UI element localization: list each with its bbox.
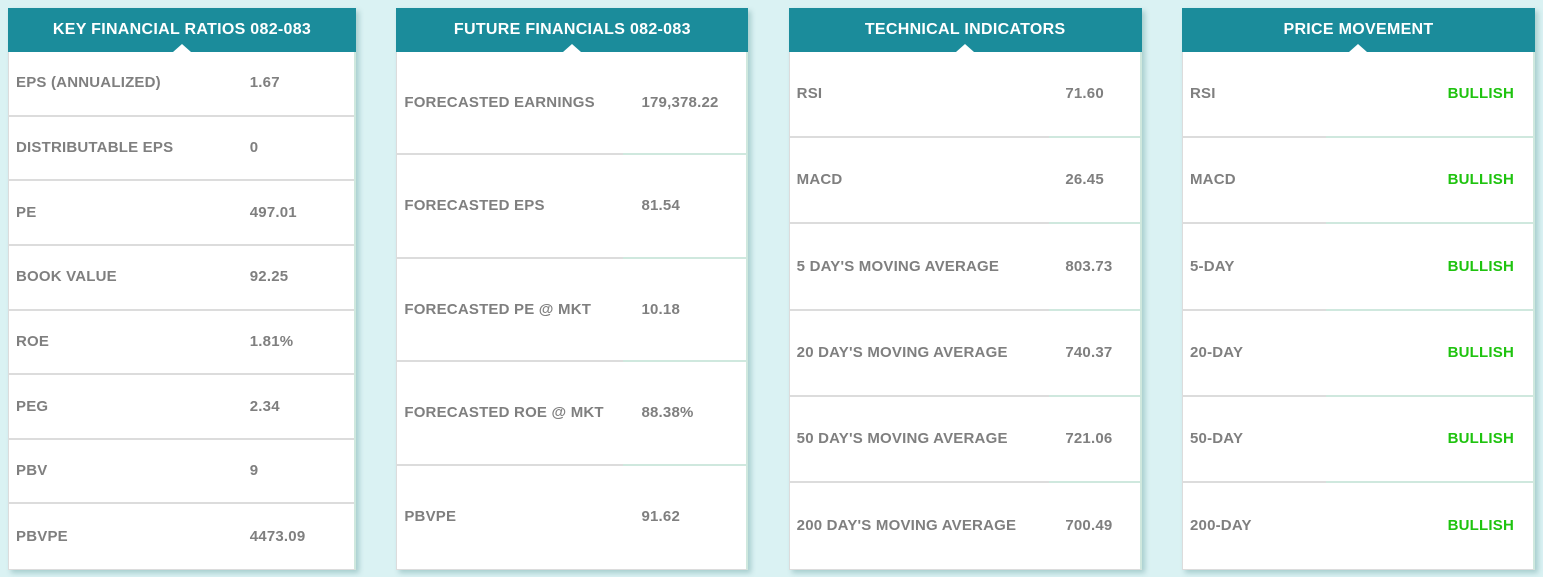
row-value: 0 bbox=[248, 117, 354, 182]
row-label: 50 DAY'S MOVING AVERAGE bbox=[789, 397, 1050, 483]
panel-body: FORECASTED EARNINGS 179,378.22 FORECASTED … bbox=[396, 52, 749, 570]
table-row: PBVPE 91.62 bbox=[397, 466, 746, 569]
row-label: EPS (ANNUALIZED) bbox=[9, 52, 249, 117]
panel-future-financials: FUTURE FINANCIALS 082-083 FORECASTED EAR… bbox=[396, 8, 749, 570]
table-row: 20-DAY BULLISH bbox=[1182, 311, 1533, 397]
panel-technical-indicators: TECHNICAL INDICATORS RSI 71.60 MACD 26.45 5 … bbox=[788, 8, 1142, 570]
panel-key-financial-ratios: KEY FINANCIAL RATIOS 082-083 EPS (ANNUAL… bbox=[8, 8, 356, 570]
table-row: 20 DAY'S MOVING AVERAGE 740.37 bbox=[789, 311, 1140, 397]
table-row: 50-DAY BULLISH bbox=[1182, 397, 1533, 483]
row-label: PE bbox=[9, 181, 249, 246]
table-row: DISTRIBUTABLE EPS 0 bbox=[9, 117, 354, 182]
table-row: PEG 2.34 bbox=[9, 375, 354, 440]
row-value: 71.60 bbox=[1049, 52, 1140, 139]
table-row: MACD 26.45 bbox=[789, 138, 1140, 225]
row-value-status: BULLISH bbox=[1325, 52, 1533, 139]
row-label: FORECASTED EARNINGS bbox=[397, 52, 624, 156]
row-value: 26.45 bbox=[1049, 138, 1140, 225]
row-label: 200 DAY'S MOVING AVERAGE bbox=[796, 517, 1017, 535]
row-label: 5-DAY bbox=[1182, 224, 1326, 311]
table-row: RSI 71.60 bbox=[789, 52, 1140, 139]
row-value: 2.34 bbox=[248, 375, 354, 440]
row-value: 803.73 bbox=[1049, 224, 1140, 311]
panel-header: KEY FINANCIAL RATIOS 082-083 bbox=[8, 8, 356, 52]
row-value: 497.01 bbox=[248, 181, 354, 246]
row-label: PBVPE bbox=[16, 527, 68, 545]
panel-title: PRICE MOVEMENT bbox=[1283, 21, 1434, 38]
panel-body: EPS (ANNUALIZED) 1.67 DISTRIBUTABLE EPS 0 PE… bbox=[8, 52, 356, 570]
row-value: 91.62 bbox=[641, 508, 681, 526]
row-value: 4473.09 bbox=[249, 527, 306, 545]
panel-title: TECHNICAL INDICATORS bbox=[864, 21, 1066, 38]
row-label: 20-DAY bbox=[1182, 311, 1326, 397]
row-value-status: BULLISH bbox=[1325, 224, 1533, 311]
row-value: 721.06 bbox=[1049, 397, 1140, 483]
row-label: DISTRIBUTABLE EPS bbox=[9, 117, 249, 182]
table-row: 200-DAY BULLISH bbox=[1183, 483, 1533, 569]
table-row: 200 DAY'S MOVING AVERAGE 700.49 bbox=[790, 483, 1140, 569]
table-row: FORECASTED PE @ MKT 10.18 bbox=[397, 259, 747, 363]
row-label: BOOK VALUE bbox=[9, 246, 249, 311]
table-row: EPS (ANNUALIZED) 1.67 bbox=[9, 52, 354, 117]
panel-title: FUTURE FINANCIALS 082-083 bbox=[453, 21, 691, 38]
table-row: FORECASTED EARNINGS 179,378.22 bbox=[397, 52, 747, 156]
row-label: ROE bbox=[9, 311, 249, 376]
row-value: 179,378.22 bbox=[623, 52, 747, 156]
row-label: RSI bbox=[1182, 52, 1326, 139]
row-label: FORECASTED EPS bbox=[397, 155, 624, 259]
row-label: 20 DAY'S MOVING AVERAGE bbox=[789, 311, 1050, 397]
row-value: 9 bbox=[248, 440, 354, 505]
panel-header: FUTURE FINANCIALS 082-083 bbox=[396, 8, 749, 52]
table-row: RSI BULLISH bbox=[1182, 52, 1533, 139]
row-label: MACD bbox=[789, 138, 1050, 225]
row-label: FORECASTED ROE @ MKT bbox=[397, 362, 624, 466]
row-label: RSI bbox=[789, 52, 1050, 139]
row-value: 740.37 bbox=[1049, 311, 1140, 397]
table-row: PBV 9 bbox=[9, 440, 354, 505]
row-value: 1.67 bbox=[248, 52, 354, 117]
panel-header: PRICE MOVEMENT bbox=[1181, 8, 1535, 52]
table-row: 5 DAY'S MOVING AVERAGE 803.73 bbox=[789, 224, 1140, 311]
row-label: PEG bbox=[9, 375, 249, 440]
row-value-status: BULLISH bbox=[1447, 517, 1514, 535]
row-value: 81.54 bbox=[623, 155, 747, 259]
table-row: ROE 1.81% bbox=[9, 311, 354, 376]
panel-header: TECHNICAL INDICATORS bbox=[788, 8, 1142, 52]
row-value: 1.81% bbox=[248, 311, 354, 376]
row-value-status: BULLISH bbox=[1325, 397, 1533, 483]
table-row: 5-DAY BULLISH bbox=[1182, 224, 1533, 311]
panel-price-movement: PRICE MOVEMENT RSI BULLISH MACD BULLISH 5-DA… bbox=[1181, 8, 1535, 570]
row-value: 88.38% bbox=[623, 362, 747, 466]
row-value-status: BULLISH bbox=[1325, 311, 1533, 397]
table-row: MACD BULLISH bbox=[1182, 138, 1533, 225]
table-row: PBVPE 4473.09 bbox=[9, 504, 354, 569]
table-row: 50 DAY'S MOVING AVERAGE 721.06 bbox=[789, 397, 1140, 483]
row-value: 92.25 bbox=[248, 246, 354, 311]
row-label: PBVPE bbox=[404, 508, 457, 526]
row-value: 10.18 bbox=[623, 259, 747, 363]
table-row: FORECASTED EPS 81.54 bbox=[397, 155, 747, 259]
table-row: PE 497.01 bbox=[9, 181, 354, 246]
row-value-status: BULLISH bbox=[1325, 138, 1533, 225]
panel-body: RSI BULLISH MACD BULLISH 5-DAY BULLISH 20-DAY B… bbox=[1181, 52, 1535, 570]
panel-title: KEY FINANCIAL RATIOS 082-083 bbox=[52, 21, 312, 38]
row-value: 700.49 bbox=[1065, 517, 1113, 535]
row-label: PBV bbox=[9, 440, 249, 505]
row-label: 200-DAY bbox=[1189, 517, 1252, 535]
row-label: FORECASTED PE @ MKT bbox=[397, 259, 624, 363]
row-label: 50-DAY bbox=[1182, 397, 1326, 483]
table-row: BOOK VALUE 92.25 bbox=[9, 246, 354, 311]
row-label: MACD bbox=[1182, 138, 1326, 225]
panel-body: RSI 71.60 MACD 26.45 5 DAY'S MOVING AVERAGE 8… bbox=[788, 52, 1142, 570]
table-row: FORECASTED ROE @ MKT 88.38% bbox=[397, 362, 747, 466]
row-label: 5 DAY'S MOVING AVERAGE bbox=[789, 224, 1050, 311]
